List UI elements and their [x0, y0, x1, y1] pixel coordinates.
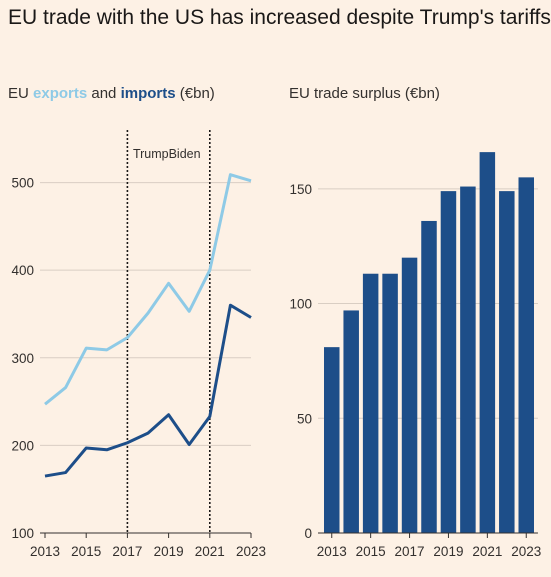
line-chart: 100 200 300 400 500 2013 2015 2017 2019 2021 2023 T… — [11, 130, 266, 559]
x-tick-label: 2023 — [511, 544, 541, 559]
x-tick-label: 2019 — [433, 544, 463, 559]
annotation-biden: Biden — [169, 147, 201, 161]
bar — [324, 347, 340, 533]
bar — [382, 273, 398, 533]
bar — [460, 186, 476, 534]
subtitle-suffix: (€bn) — [175, 85, 215, 102]
bar — [440, 191, 457, 533]
y-tick-label: 500 — [11, 176, 34, 191]
legend-exports-label: exports — [33, 85, 88, 102]
bar — [499, 191, 515, 533]
y-tick-label: 100 — [289, 297, 312, 312]
page-title: EU trade with the US has increased despi… — [8, 6, 551, 29]
x-tick-label: 2019 — [154, 544, 184, 559]
y-tick-label: 100 — [11, 526, 34, 541]
bar — [362, 273, 379, 533]
bar-chart: 0 50 100 150 2013 2015 2017 2019 2021 2023 — [289, 152, 541, 559]
x-tick-label: 2021 — [195, 544, 225, 559]
bar — [421, 220, 437, 533]
y-tick-label: 0 — [304, 526, 312, 541]
x-tick-label: 2017 — [395, 544, 425, 559]
subtitle-prefix: EU — [8, 85, 34, 102]
x-tick-label: 2017 — [112, 544, 142, 559]
imports-line — [44, 303, 252, 478]
x-tick-label: 2013 — [317, 544, 347, 559]
x-tick-label: 2015 — [356, 544, 386, 559]
y-tick-label: 400 — [11, 263, 34, 278]
subtitle-and: and — [87, 85, 121, 102]
bar — [479, 152, 496, 533]
y-tick-label: 200 — [11, 438, 34, 453]
legend-imports-label: imports — [120, 85, 176, 102]
left-chart-subtitle: EU exports and imports (€bn) — [8, 85, 215, 102]
y-tick-label: 300 — [11, 351, 34, 366]
bar — [518, 177, 534, 533]
x-tick-label: 2015 — [71, 544, 101, 559]
right-chart-subtitle: EU trade surplus (€bn) — [289, 85, 440, 102]
y-tick-label: 50 — [297, 411, 312, 426]
annotation-trump: Trump — [133, 147, 169, 161]
x-tick-label: 2023 — [236, 544, 266, 559]
y-tick-label: 150 — [289, 182, 312, 197]
exports-line — [44, 173, 252, 406]
x-tick-label: 2021 — [472, 544, 502, 559]
bar — [401, 257, 418, 533]
bar — [343, 310, 359, 533]
x-tick-label: 2013 — [30, 544, 60, 559]
